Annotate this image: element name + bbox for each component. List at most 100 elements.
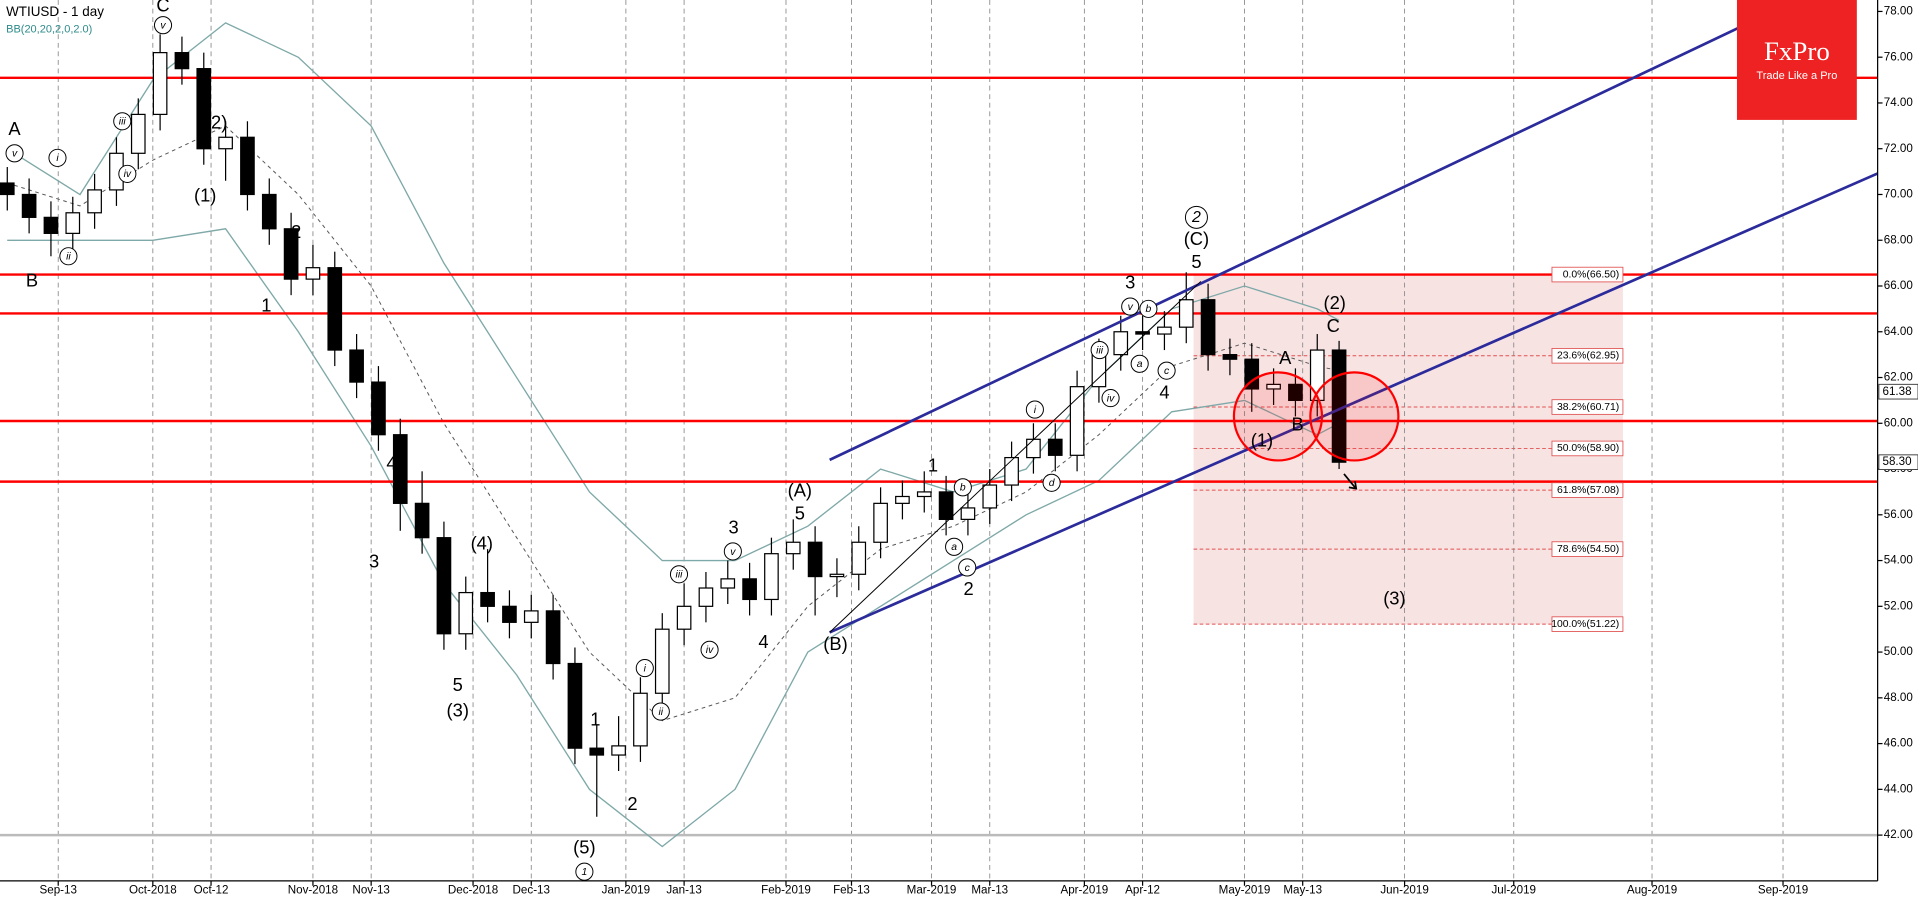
logo-box — [1736, 0, 1857, 120]
wave-label: 1 — [928, 455, 938, 476]
fib-label-text: 23.6%(62.95) — [1557, 351, 1619, 362]
wave-circle — [1025, 400, 1044, 419]
x-tick-label: Jan-2019 — [602, 884, 650, 897]
y-tick-label: 50.00 — [1884, 645, 1913, 658]
wave-circle — [48, 148, 67, 167]
candle-body — [676, 605, 692, 630]
wave-circle-label: a — [951, 542, 957, 553]
fib-label-box — [1551, 482, 1624, 498]
wave-circle — [669, 565, 689, 584]
fib-label-text: 100.0%(51.22) — [1551, 619, 1619, 630]
price-label-box — [1878, 383, 1918, 400]
wave-label: 3 — [369, 551, 379, 572]
candle-body — [545, 610, 561, 665]
y-tick-label: 42.00 — [1884, 828, 1913, 841]
x-tick-label: Jun-2019 — [1380, 884, 1428, 897]
fib-label: 78.6%(54.50) — [1551, 541, 1624, 557]
wave-label: (3) — [447, 699, 469, 720]
wave-circle — [723, 542, 742, 561]
y-tick-label: 46.00 — [1884, 737, 1913, 750]
candle-body — [174, 52, 190, 70]
x-tick-label: Feb-13 — [833, 884, 870, 897]
wave-circle — [1184, 205, 1208, 229]
candle-body — [1178, 299, 1194, 328]
wave-label: (2) — [205, 111, 227, 132]
wave-circle — [153, 16, 173, 35]
x-tick-label: Dec-2018 — [448, 884, 498, 897]
price-label: 61.38 — [1883, 385, 1912, 398]
candle-body — [240, 136, 255, 196]
candle-body — [392, 434, 408, 504]
fib-label-text: 0.0%(66.50) — [1563, 269, 1620, 280]
wave-circle-label: iv — [706, 645, 714, 656]
candle-body — [654, 628, 670, 694]
wave-label: 4 — [758, 631, 768, 652]
fib-label-box — [1551, 348, 1624, 364]
wave-circle — [700, 640, 719, 659]
wave-circle — [1139, 299, 1158, 318]
candle-body — [502, 605, 517, 623]
wave-circle-label: ii — [658, 707, 663, 718]
candle-body — [305, 267, 321, 280]
logo-tagline: Trade Like a Pro — [1756, 70, 1837, 82]
wave-circle-label: ii — [66, 252, 71, 263]
logo-name: FxPro — [1764, 36, 1830, 66]
candle-body — [1200, 299, 1216, 356]
candle-body — [829, 573, 845, 578]
wave-label: (3) — [1383, 587, 1405, 608]
candle-body — [371, 381, 386, 436]
wave-circle — [1130, 354, 1149, 373]
x-tick-label: Mar-2019 — [907, 884, 957, 897]
x-tick-label: Feb-2019 — [761, 884, 811, 897]
candle-body — [873, 502, 888, 543]
fib-label: 61.8%(57.08) — [1551, 482, 1624, 498]
wave-circle — [635, 659, 654, 678]
candle-body — [807, 541, 823, 578]
x-tick-label: Aug-2019 — [1627, 884, 1677, 897]
candle-body — [960, 507, 976, 520]
x-tick-label: Sep-13 — [40, 884, 77, 897]
candle-body — [65, 212, 81, 234]
wave-label: (5) — [573, 837, 595, 858]
wave-circle-label: i — [644, 663, 647, 674]
wave-circle — [945, 537, 964, 556]
candle-body — [1004, 456, 1019, 486]
bb-middle — [7, 125, 1340, 722]
wave-label: 2 — [291, 221, 301, 242]
y-tick-label: 76.00 — [1884, 50, 1913, 63]
candle-body — [982, 484, 998, 509]
fib-label-box — [1551, 266, 1624, 283]
wave-label: (1) — [194, 185, 216, 206]
direction-arrow — [1343, 473, 1358, 490]
candle-body — [589, 747, 605, 756]
wave-circle — [1121, 297, 1140, 316]
wave-circle — [958, 558, 977, 577]
candle-body — [327, 267, 343, 351]
wave-circle-label: c — [965, 563, 971, 574]
wave-label: (1) — [1251, 429, 1273, 450]
wave-circle — [1042, 473, 1061, 492]
fib-label-text: 78.6%(54.50) — [1557, 544, 1619, 555]
wave-label: 5 — [1191, 251, 1201, 272]
x-tick-label: Oct-2018 — [129, 884, 177, 897]
candle-body — [1069, 386, 1085, 456]
wave-circle-label: a — [1137, 359, 1143, 370]
y-tick-label: 78.00 — [1884, 5, 1913, 18]
wave-circle-label: v — [730, 547, 736, 558]
candle-body — [523, 610, 539, 623]
wave-label: 3 — [1125, 272, 1135, 293]
wave-circle — [118, 164, 137, 183]
candle-body — [938, 491, 954, 520]
x-tick-label: Apr-2019 — [1060, 884, 1108, 897]
y-tick-label: 56.00 — [1884, 508, 1913, 521]
wave-label: 2 — [627, 793, 637, 814]
wave-label: 3 — [728, 516, 738, 537]
wave-label: 1 — [590, 709, 600, 730]
chart-title: WTIUSD - 1 day — [6, 4, 104, 19]
candle-body — [742, 578, 757, 601]
wave-circle-label: iv — [124, 169, 132, 180]
y-tick-label: 68.00 — [1884, 233, 1913, 246]
y-tick-label: 66.00 — [1884, 279, 1913, 292]
channel-line — [829, 0, 1801, 462]
